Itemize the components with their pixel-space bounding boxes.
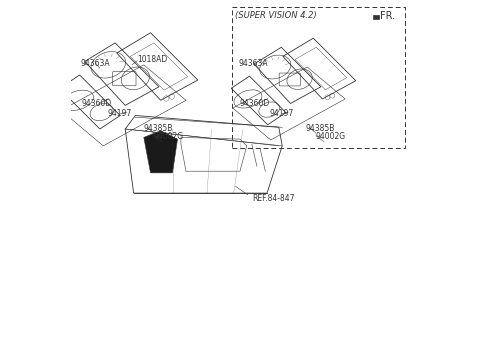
Text: 1018AD: 1018AD <box>137 55 167 64</box>
Text: 94363A: 94363A <box>81 59 110 68</box>
Text: 94360D: 94360D <box>81 99 111 108</box>
Text: 94197: 94197 <box>108 109 132 118</box>
Text: 94363A: 94363A <box>239 59 269 68</box>
Text: 94002G: 94002G <box>315 133 346 141</box>
Text: 94385B: 94385B <box>144 124 173 133</box>
Bar <box>231 7 406 147</box>
Polygon shape <box>144 131 178 173</box>
Text: (SUPER VISION 4.2): (SUPER VISION 4.2) <box>235 11 317 20</box>
FancyBboxPatch shape <box>373 15 379 19</box>
Text: 94002G: 94002G <box>154 133 183 141</box>
Text: REF.84-847: REF.84-847 <box>252 194 294 203</box>
Text: 94197: 94197 <box>269 109 293 118</box>
Text: 94385B: 94385B <box>306 124 335 133</box>
Text: 94360D: 94360D <box>240 99 270 108</box>
Text: FR.: FR. <box>380 11 395 21</box>
